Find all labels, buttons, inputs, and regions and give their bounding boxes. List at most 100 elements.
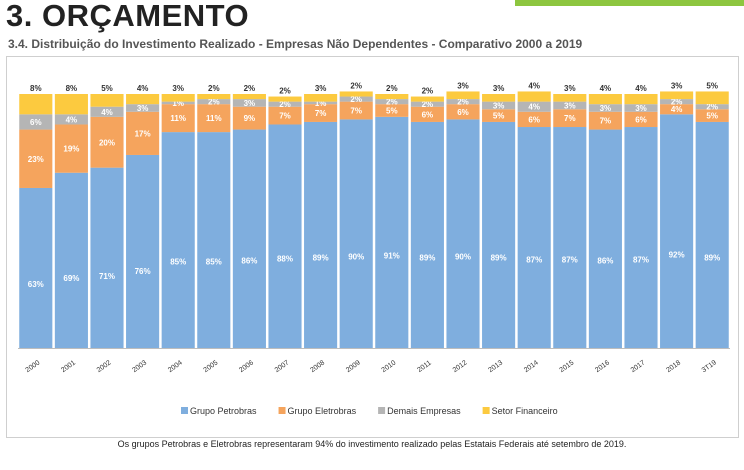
data-label-demais-empresas: 4%: [528, 103, 540, 112]
bar-segment-setor-financeiro: [197, 94, 231, 100]
bar-segment-demais-empresas: [161, 101, 195, 105]
data-label-setor-financeiro: 8%: [66, 84, 78, 93]
legend-swatch-setor-financeiro: [482, 407, 490, 414]
bar-segment-demais-empresas: [588, 104, 622, 112]
data-label-demais-empresas: 3%: [493, 101, 505, 110]
x-tick-label: 3T19: [701, 359, 718, 374]
bar-segment-grupo-eletrobras: [588, 111, 622, 130]
legend-label-grupo-petrobras: Grupo Petrobras: [190, 406, 257, 416]
bar-segment-grupo-eletrobras: [161, 104, 195, 133]
bar-segment-setor-financeiro: [446, 91, 480, 100]
header-accent-line: [515, 0, 744, 6]
bar-segment-grupo-eletrobras: [375, 104, 409, 117]
data-label-grupo-eletrobras: 5%: [386, 107, 398, 116]
data-label-grupo-eletrobras: 5%: [706, 112, 718, 121]
bar-segment-grupo-petrobras: [410, 121, 444, 348]
bar-segment-grupo-eletrobras: [482, 109, 516, 122]
x-tick-label: 2007: [274, 359, 291, 374]
data-label-setor-financeiro: 5%: [706, 81, 718, 90]
bar-segment-setor-financeiro: [482, 94, 516, 102]
bar-segment-grupo-petrobras: [695, 121, 729, 348]
data-label-grupo-eletrobras: 4%: [671, 105, 683, 114]
bar-segment-grupo-eletrobras: [304, 104, 338, 122]
data-label-grupo-petrobras: 87%: [562, 256, 578, 265]
bar-segment-grupo-eletrobras: [339, 101, 373, 120]
bar-segment-setor-financeiro: [126, 94, 160, 105]
data-label-demais-empresas: 2%: [279, 100, 291, 109]
bar-segment-demais-empresas: [375, 99, 409, 105]
data-label-grupo-petrobras: 86%: [597, 257, 613, 266]
data-label-demais-empresas: 3%: [564, 101, 576, 110]
data-label-demais-empresas: 2%: [422, 100, 434, 109]
data-label-grupo-eletrobras: 6%: [635, 115, 647, 124]
bar-segment-demais-empresas: [19, 114, 53, 130]
x-tick-label: 2017: [630, 359, 647, 374]
bar-segment-demais-empresas: [446, 99, 480, 105]
data-label-demais-empresas: 4%: [101, 108, 113, 117]
bar-segment-setor-financeiro: [375, 94, 409, 100]
bar-segment-demais-empresas: [482, 101, 516, 110]
data-label-setor-financeiro: 2%: [244, 84, 256, 93]
data-label-grupo-petrobras: 89%: [313, 254, 329, 263]
data-label-setor-financeiro: 3%: [172, 84, 184, 93]
bar-segment-setor-financeiro: [19, 94, 53, 115]
data-label-grupo-eletrobras: 6%: [422, 110, 434, 119]
bar-segment-grupo-petrobras: [90, 167, 124, 348]
bar-segment-setor-financeiro: [339, 91, 373, 97]
bar-segment-demais-empresas: [695, 104, 729, 110]
data-label-setor-financeiro: 8%: [30, 84, 42, 93]
data-label-grupo-eletrobras: 7%: [564, 114, 576, 123]
x-tick-label: 2015: [559, 359, 576, 374]
data-label-grupo-eletrobras: 11%: [206, 114, 222, 123]
bar-segment-demais-empresas: [517, 101, 551, 112]
data-label-grupo-eletrobras: 7%: [315, 109, 327, 118]
bar-segment-demais-empresas: [232, 99, 266, 107]
bar-segment-demais-empresas: [553, 101, 587, 110]
bar-segment-grupo-eletrobras: [268, 106, 302, 125]
x-tick-label: 2011: [416, 360, 432, 374]
bar-segment-grupo-petrobras: [588, 129, 622, 348]
bar-segment-demais-empresas: [660, 99, 694, 105]
bar-segment-demais-empresas: [126, 104, 160, 112]
x-tick-label: 2016: [594, 359, 611, 374]
bar-segment-grupo-petrobras: [161, 132, 195, 348]
bar-segment-demais-empresas: [304, 101, 338, 105]
bar-segment-grupo-eletrobras: [660, 104, 694, 115]
x-tick-label: 2004: [167, 359, 184, 374]
bar-segment-grupo-petrobras: [19, 187, 53, 348]
bar-segment-demais-empresas: [624, 104, 658, 112]
data-label-grupo-eletrobras: 11%: [170, 114, 186, 123]
bar-segment-setor-financeiro: [410, 96, 444, 102]
legend-swatch-grupo-eletrobras: [278, 407, 286, 414]
data-label-grupo-eletrobras: 19%: [63, 145, 79, 154]
page-title: 3. ORÇAMENTO: [6, 0, 250, 33]
bar-segment-grupo-eletrobras: [19, 129, 53, 188]
data-label-demais-empresas: 3%: [635, 104, 647, 113]
bar-segment-grupo-petrobras: [553, 127, 587, 349]
bar-segment-demais-empresas: [268, 101, 302, 107]
x-tick-label: 2012: [452, 359, 469, 374]
data-label-grupo-petrobras: 76%: [135, 267, 151, 276]
data-label-setor-financeiro: 2%: [208, 84, 220, 93]
data-label-setor-financeiro: 2%: [422, 87, 434, 96]
data-label-demais-empresas: 3%: [600, 104, 612, 113]
bar-segment-grupo-eletrobras: [126, 111, 160, 155]
legend-label-demais-empresas: Demais Empresas: [387, 406, 461, 416]
data-label-grupo-petrobras: 90%: [455, 253, 471, 262]
data-label-demais-empresas: 1%: [172, 99, 184, 108]
x-tick-label: 2002: [96, 359, 113, 374]
bar-segment-grupo-petrobras: [660, 114, 694, 348]
x-tick-label: 2006: [238, 359, 255, 374]
data-label-demais-empresas: 2%: [386, 98, 398, 107]
data-label-setor-financeiro: 2%: [350, 81, 362, 90]
bar-segment-demais-empresas: [197, 99, 231, 105]
bar-segment-grupo-eletrobras: [624, 111, 658, 128]
data-label-grupo-petrobras: 71%: [99, 272, 115, 281]
legend-label-setor-financeiro: Setor Financeiro: [492, 406, 558, 416]
data-label-setor-financeiro: 3%: [457, 81, 469, 90]
x-tick-label: 2008: [309, 359, 326, 374]
bar-segment-grupo-eletrobras: [553, 109, 587, 128]
data-label-grupo-petrobras: 85%: [170, 258, 186, 267]
x-tick-label: 2003: [131, 359, 148, 374]
